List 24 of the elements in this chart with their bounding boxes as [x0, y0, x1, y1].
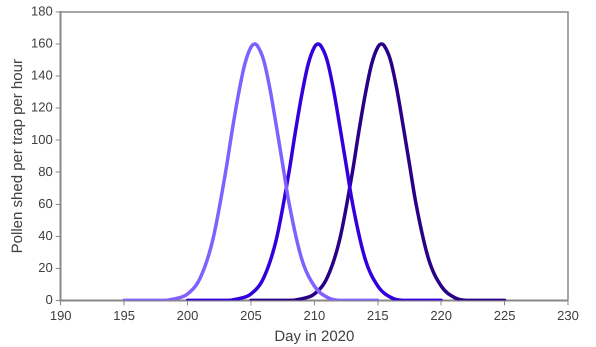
line-series	[122, 42, 380, 300]
y-tick-label: 140	[30, 68, 53, 83]
y-axis-title: Pollen shed per trap per hour	[9, 59, 26, 254]
x-tick-label: 215	[366, 308, 389, 323]
x-tick-label: 225	[494, 308, 516, 323]
y-tick-label: 40	[38, 228, 53, 243]
y-tick-label: 80	[38, 164, 53, 179]
x-tick-label: 210	[303, 308, 326, 323]
y-tick-label: 160	[30, 36, 53, 51]
y-tick-label: 20	[38, 260, 53, 275]
x-axis-title: Day in 2020	[274, 328, 354, 346]
x-tick-label: 200	[176, 308, 198, 323]
x-tick-label: 220	[430, 308, 452, 323]
x-tick-label: 230	[557, 308, 579, 323]
y-tick-label: 100	[30, 132, 53, 147]
line-series	[249, 42, 506, 300]
y-tick-label: 60	[38, 196, 53, 211]
x-tick-label: 190	[50, 308, 72, 323]
y-tick-label: 0	[45, 292, 53, 307]
y-tick-label: 180	[30, 4, 53, 19]
x-tick-label: 205	[240, 308, 262, 323]
line-series	[186, 42, 443, 300]
y-tick-label: 120	[30, 100, 53, 115]
x-tick-label: 195	[113, 308, 135, 323]
